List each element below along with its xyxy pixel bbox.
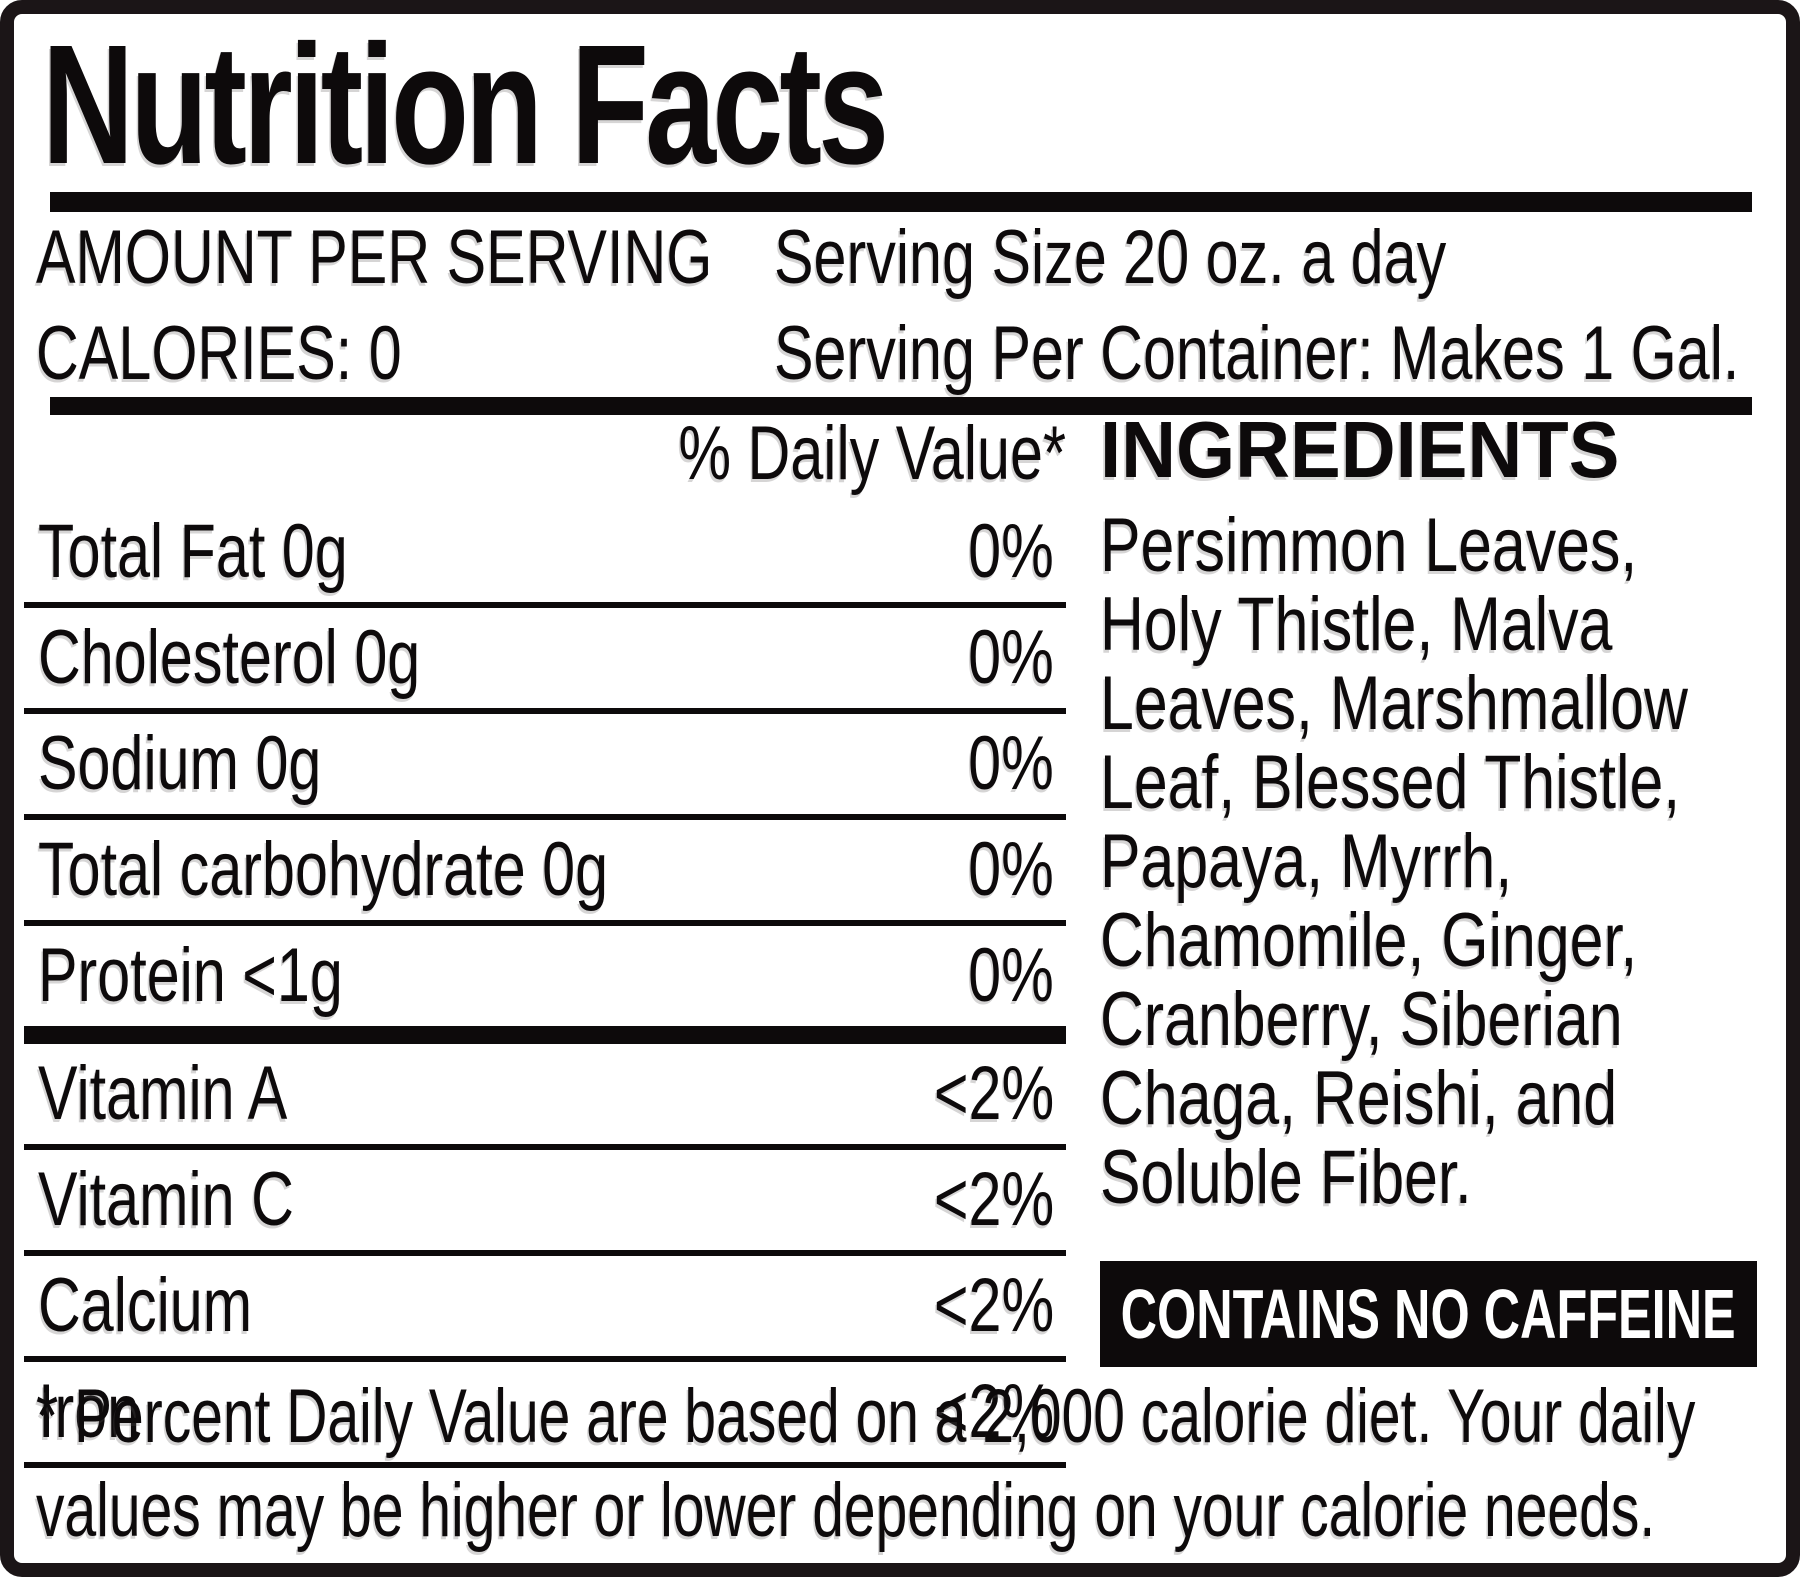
ingredients-line: Chaga, Reishi, and <box>1100 1059 1757 1138</box>
nutrient-label: Protein <1g <box>38 933 343 1018</box>
ingredients-line: Leaves, Marshmallow <box>1100 664 1757 743</box>
serving-size-cell: Serving Size 20 oz. a day <box>774 210 1752 306</box>
nutrient-row-vitamin-c: Vitamin C <2% <box>24 1150 1066 1256</box>
nutrient-value: 0% <box>968 721 1054 806</box>
nutrient-label: Vitamin A <box>38 1051 288 1136</box>
nutrient-value: <2% <box>933 1369 1054 1454</box>
footnote-line-text: values may be higher or lower depending … <box>36 1468 1656 1553</box>
no-caffeine-badge: CONTAINS NO CAFFEINE <box>1100 1261 1757 1367</box>
nutrient-value: <2% <box>933 1051 1054 1136</box>
ingredients-line-text: Holy Thistle, Malva <box>1100 582 1613 667</box>
ingredients-line-text: Cranberry, Siberian <box>1100 977 1623 1062</box>
daily-value-footnote: * Percent Daily Value are based on a 2,0… <box>36 1370 1786 1558</box>
ingredients-line-text: Papaya, Myrrh, <box>1100 819 1513 904</box>
footnote-line-2: values may be higher or lower depending … <box>36 1464 1786 1558</box>
nutrient-row-iron: Iron <2% <box>24 1362 1066 1468</box>
title-divider <box>50 192 1752 212</box>
nutrient-value: 0% <box>968 615 1054 700</box>
amount-per-serving-cell: AMOUNT PER SERVING <box>36 210 774 306</box>
footnote-line-1: * Percent Daily Value are based on a 2,0… <box>36 1370 1786 1464</box>
ingredients-line-text: Chaga, Reishi, and <box>1100 1056 1618 1141</box>
ingredients-line: Chamomile, Ginger, <box>1100 901 1757 980</box>
ingredients-line-text: Persimmon Leaves, <box>1100 503 1638 588</box>
amount-per-serving-label: AMOUNT PER SERVING <box>36 215 713 300</box>
ingredients-line-text: Chamomile, Ginger, <box>1100 898 1638 983</box>
nutrient-row-protein: Protein <1g 0% <box>24 926 1066 1044</box>
nutrient-value: <2% <box>933 1157 1054 1242</box>
nutrient-label: Total Fat 0g <box>38 509 348 594</box>
nutrient-row-total-fat: Total Fat 0g 0% <box>24 502 1066 608</box>
no-caffeine-badge-text: CONTAINS NO CAFFEINE <box>1120 1275 1737 1353</box>
serving-header: AMOUNT PER SERVING Serving Size 20 oz. a… <box>36 210 1752 402</box>
serving-size-label: Serving Size 20 oz. a day <box>774 215 1447 300</box>
serving-header-row-2: CALORIES: 0 Serving Per Container: Makes… <box>36 306 1752 402</box>
nutrient-value: 0% <box>968 933 1054 1018</box>
nutrient-row-total-carbohydrate: Total carbohydrate 0g 0% <box>24 820 1066 926</box>
nutrient-value: 0% <box>968 509 1054 594</box>
ingredients-line: Holy Thistle, Malva <box>1100 585 1757 664</box>
nutrient-row-cholesterol: Cholesterol 0g 0% <box>24 608 1066 714</box>
ingredients-heading-text: INGREDIENTS <box>1100 405 1620 494</box>
nutrient-label: Calcium <box>38 1263 253 1348</box>
page-title-text: Nutrition Facts <box>42 10 889 200</box>
calories-cell: CALORIES: 0 <box>36 306 774 402</box>
ingredients-heading: INGREDIENTS <box>1100 410 1757 506</box>
ingredients-line-text: Leaves, Marshmallow <box>1100 661 1688 746</box>
nutrient-table: % Daily Value* Total Fat 0g 0% Cholester… <box>24 406 1066 1468</box>
ingredients-column: INGREDIENTS Persimmon Leaves, Holy Thist… <box>1100 410 1757 1367</box>
nutrient-label: Vitamin C <box>38 1157 294 1242</box>
ingredients-line: Soluble Fiber. <box>1100 1138 1757 1217</box>
nutrient-row-sodium: Sodium 0g 0% <box>24 714 1066 820</box>
ingredients-line: Papaya, Myrrh, <box>1100 822 1757 901</box>
nutrient-label: Iron <box>38 1369 141 1454</box>
calories-label: CALORIES: 0 <box>36 311 402 396</box>
serving-per-container-cell: Serving Per Container: Makes 1 Gal. <box>774 306 1786 402</box>
ingredients-line: Cranberry, Siberian <box>1100 980 1757 1059</box>
serving-per-container-label: Serving Per Container: Makes 1 Gal. <box>774 311 1740 396</box>
nutrient-label: Total carbohydrate 0g <box>38 827 609 912</box>
header-divider <box>50 397 1752 415</box>
nutrient-label: Sodium 0g <box>38 721 322 806</box>
daily-value-header-text: % Daily Value* <box>678 411 1066 496</box>
nutrient-value: 0% <box>968 827 1054 912</box>
daily-value-header: % Daily Value* <box>24 406 1066 502</box>
ingredients-line-text: Leaf, Blessed Thistle, <box>1100 740 1681 825</box>
page-title: Nutrition Facts <box>42 20 1166 190</box>
ingredients-line: Leaf, Blessed Thistle, <box>1100 743 1757 822</box>
footnote-line-text: * Percent Daily Value are based on a 2,0… <box>36 1374 1696 1459</box>
nutrient-row-calcium: Calcium <2% <box>24 1256 1066 1362</box>
serving-header-row-1: AMOUNT PER SERVING Serving Size 20 oz. a… <box>36 210 1752 306</box>
ingredients-line-text: Soluble Fiber. <box>1100 1135 1472 1220</box>
nutrient-row-vitamin-a: Vitamin A <2% <box>24 1044 1066 1150</box>
ingredients-line: Persimmon Leaves, <box>1100 506 1757 585</box>
nutrient-label: Cholesterol 0g <box>38 615 421 700</box>
nutrient-value: <2% <box>933 1263 1054 1348</box>
